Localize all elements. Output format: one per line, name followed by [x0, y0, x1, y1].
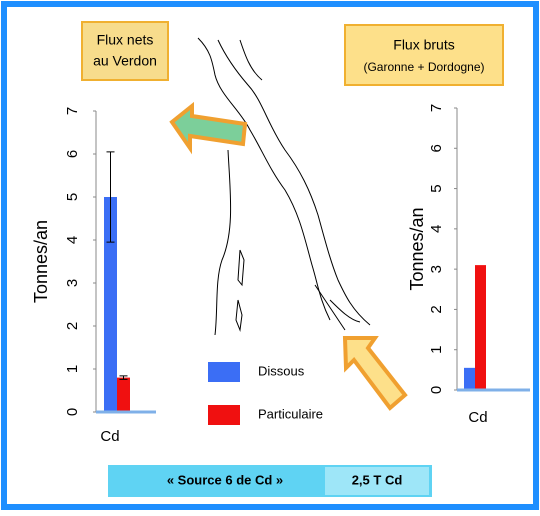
error-bar [119, 375, 128, 380]
right-box [344, 24, 504, 86]
banner-amount-box [325, 467, 429, 495]
y-axis-label: Tonnes/an [407, 207, 427, 290]
y-tick-label: 1 [428, 346, 445, 354]
legend-label: Particulaire [258, 406, 323, 421]
y-tick-label: 7 [64, 107, 81, 115]
y-tick-label: 0 [428, 386, 445, 394]
left-box [81, 21, 169, 81]
y-tick-label: 6 [64, 150, 81, 158]
legend-swatch [208, 362, 240, 382]
banner-text: 2,5 T Cd [352, 472, 403, 487]
x-tick-label: Cd [468, 409, 487, 426]
inflow-arrow [342, 336, 408, 411]
y-tick-label: 2 [64, 322, 81, 330]
y-tick-label: 6 [428, 144, 445, 152]
x-tick-label: Cd [100, 428, 119, 445]
y-tick-label: 3 [428, 265, 445, 273]
y-tick-label: 2 [428, 305, 445, 313]
bar [104, 197, 117, 412]
legend-label: Dissous [258, 363, 305, 378]
legend-swatch [208, 405, 240, 425]
error-bar [106, 151, 115, 243]
box-text: Flux bruts [393, 37, 454, 53]
box-text: (Garonne + Dordogne) [363, 60, 484, 74]
bar [475, 265, 486, 390]
banner-text: « Source 6 de Cd » [167, 472, 283, 487]
y-tick-label: 1 [64, 365, 81, 373]
estuary-map [197, 37, 371, 336]
y-tick-label: 5 [428, 184, 445, 192]
bar [117, 377, 130, 412]
box-text: au Verdon [93, 53, 157, 69]
box-text: Flux nets [97, 32, 154, 48]
y-tick-label: 7 [428, 104, 445, 112]
y-tick-label: 4 [428, 225, 445, 233]
outflow-arrow [169, 101, 248, 155]
y-tick-label: 3 [64, 279, 81, 287]
y-tick-label: 0 [64, 408, 81, 416]
y-tick-label: 5 [64, 193, 81, 201]
bar [464, 367, 475, 390]
y-axis-label: Tonnes/an [31, 220, 51, 303]
y-tick-label: 4 [64, 236, 81, 244]
